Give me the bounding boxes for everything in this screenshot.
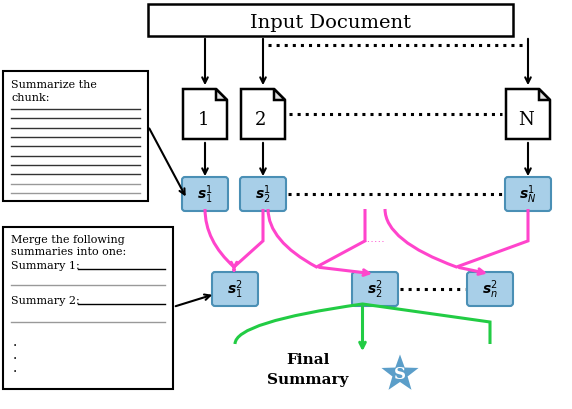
FancyBboxPatch shape — [467, 272, 513, 306]
Text: $\boldsymbol{s}_1^1$: $\boldsymbol{s}_1^1$ — [197, 183, 213, 206]
Text: 2: 2 — [255, 111, 267, 129]
Polygon shape — [539, 90, 550, 101]
Text: .: . — [13, 347, 17, 361]
Text: chunk:: chunk: — [11, 93, 50, 103]
Text: $\boldsymbol{s}_N^1$: $\boldsymbol{s}_N^1$ — [519, 183, 537, 206]
FancyBboxPatch shape — [3, 227, 173, 389]
Text: Summary 2:: Summary 2: — [11, 295, 84, 305]
FancyBboxPatch shape — [148, 5, 513, 37]
FancyBboxPatch shape — [352, 272, 398, 306]
FancyBboxPatch shape — [240, 178, 286, 211]
Text: 1: 1 — [197, 111, 209, 129]
FancyBboxPatch shape — [3, 72, 148, 202]
Text: Summary 1:: Summary 1: — [11, 261, 84, 270]
Text: ......: ...... — [364, 234, 386, 243]
Text: Merge the following: Merge the following — [11, 234, 125, 245]
Text: Summarize the: Summarize the — [11, 80, 97, 90]
Text: .: . — [13, 360, 17, 374]
Text: S: S — [394, 366, 406, 382]
Text: $\boldsymbol{s}_2^2$: $\boldsymbol{s}_2^2$ — [367, 278, 383, 301]
Polygon shape — [379, 352, 421, 392]
Polygon shape — [183, 90, 227, 139]
FancyBboxPatch shape — [505, 178, 551, 211]
Text: summaries into one:: summaries into one: — [11, 246, 126, 256]
FancyBboxPatch shape — [212, 272, 258, 306]
FancyBboxPatch shape — [182, 178, 228, 211]
Polygon shape — [274, 90, 285, 101]
Text: Final
Summary: Final Summary — [267, 353, 349, 386]
Polygon shape — [216, 90, 227, 101]
Text: N: N — [518, 111, 534, 129]
Text: .: . — [13, 334, 17, 348]
Text: $\boldsymbol{s}_n^2$: $\boldsymbol{s}_n^2$ — [482, 278, 498, 301]
Polygon shape — [241, 90, 285, 139]
Polygon shape — [506, 90, 550, 139]
Text: $\boldsymbol{s}_1^2$: $\boldsymbol{s}_1^2$ — [227, 278, 243, 301]
Text: Input Document: Input Document — [249, 14, 411, 32]
Text: $\boldsymbol{s}_2^1$: $\boldsymbol{s}_2^1$ — [255, 183, 271, 206]
